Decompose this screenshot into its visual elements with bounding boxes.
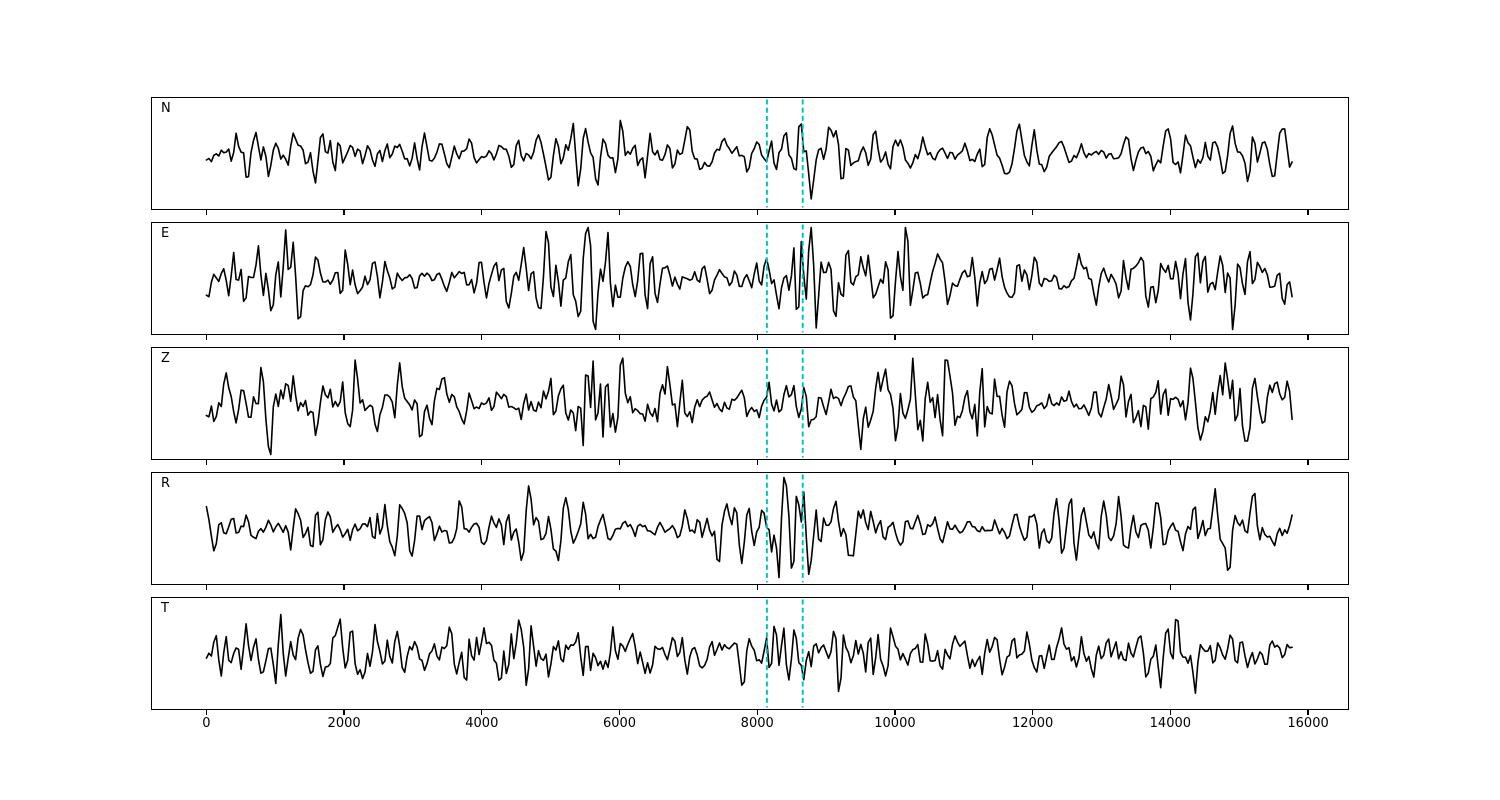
x-axis-tick [1169,335,1171,340]
x-axis-tick [756,710,758,715]
x-tick-label: 14000 [1149,716,1192,731]
panel-label: N [161,101,171,116]
waveform-trace [205,119,1293,200]
x-axis-tick [1307,460,1309,465]
x-tick-label: 0 [202,716,211,731]
x-tick-label: 2000 [327,716,361,731]
x-axis-tick [756,210,758,215]
waveform-trace [205,476,1293,579]
x-axis-tick [618,585,621,590]
trace-panel-z: Z [151,347,1349,460]
trace-panel-r: R [151,472,1349,585]
x-axis-tick [894,585,896,590]
x-axis-tick [894,335,896,340]
x-axis-tick [343,710,345,715]
x-axis-tick [1307,210,1309,215]
x-axis-tick [618,210,621,215]
x-axis-tick [481,460,483,465]
x-axis-tick [618,335,621,340]
x-tick-label: 6000 [602,716,637,731]
x-axis-tick [205,585,208,590]
panel-label: Z [161,351,170,366]
x-axis-tick [1031,460,1034,465]
x-axis-tick [1031,210,1034,215]
x-axis-tick [1169,210,1171,215]
waveform-trace [205,226,1293,331]
trace-panel-t: T [151,597,1349,710]
panel-label: R [161,476,171,491]
panel-label: E [161,226,170,241]
x-axis-tick [1031,335,1034,340]
x-tick-label: 10000 [874,716,916,731]
waveform-svg [205,349,1293,458]
waveform-trace [205,357,1293,456]
x-axis-tick [343,460,345,465]
x-axis-tick [343,585,345,590]
x-axis-tick [481,210,483,215]
waveform-trace [205,613,1293,694]
x-axis-tick [1307,335,1309,340]
x-axis-tick [481,710,483,715]
x-axis-tick [1169,460,1171,465]
x-axis-tick [1169,710,1171,715]
x-axis-tick [1031,585,1034,590]
x-tick-label: 4000 [465,716,499,731]
x-axis-tick [618,460,621,465]
x-axis-tick [1307,585,1309,590]
x-tick-label: 12000 [1011,716,1054,731]
x-axis-tick [205,710,208,715]
waveform-svg [205,474,1293,583]
x-axis-tick [1031,710,1034,715]
waveform-svg [205,99,1293,208]
x-axis-tick [343,210,345,215]
trace-panel-n: N [151,97,1349,210]
x-axis-tick [756,585,758,590]
x-axis-tick [894,460,896,465]
x-axis-tick [343,335,345,340]
x-axis-tick [756,460,758,465]
waveform-svg [205,599,1293,708]
x-tick-label: 8000 [740,716,774,731]
x-axis-tick [205,335,208,340]
waveform-svg [205,224,1293,333]
panel-label: T [161,601,169,616]
x-axis-tick [618,710,621,715]
x-axis-tick [205,210,208,215]
x-axis-tick [481,335,483,340]
x-axis-tick [1169,585,1171,590]
x-axis-tick [1307,710,1309,715]
x-axis-tick [205,460,208,465]
x-tick-label: 16000 [1287,716,1329,731]
x-axis-tick [894,710,896,715]
x-axis-tick [756,335,758,340]
x-axis-tick [481,585,483,590]
x-axis-tick [894,210,896,215]
trace-panel-e: E [151,222,1349,335]
